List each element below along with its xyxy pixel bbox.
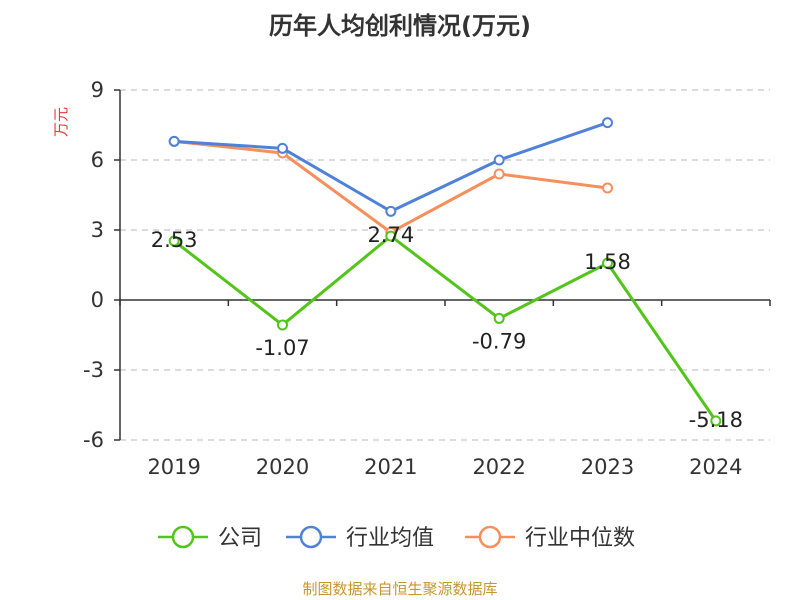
y-tick-label: 9 [91,78,104,102]
series-line [174,121,608,213]
x-tick-label: 2023 [581,455,634,479]
series-line [173,234,718,422]
y-tick-label: 3 [91,218,104,242]
data-point [602,117,613,129]
data-point [710,415,722,427]
data-label: -1.07 [255,336,309,360]
data-label: 2.74 [367,223,414,247]
y-tick-label: 0 [91,288,104,312]
legend-label: 行业中位数 [525,526,635,551]
y-tick-label: -3 [83,358,104,382]
data-point [493,312,505,324]
legend-label: 公司 [218,526,262,551]
legend-marker [171,525,195,549]
legend: 公司 行业均值 行业中位数 [158,525,635,551]
data-point [168,135,180,147]
data-point [493,168,505,180]
series-group [168,117,722,427]
data-point [493,154,505,166]
y-tick-labels: -6 -3 0 3 6 9 [83,78,104,452]
x-tick-label: 2022 [472,455,525,479]
data-label: -5.18 [689,408,743,432]
legend-label: 行业均值 [346,526,434,551]
data-source-note: 制图数据来自恒生聚源数据库 [302,580,497,598]
data-point [168,235,180,247]
x-tick-label: 2021 [364,455,417,479]
data-point [602,182,613,194]
data-point [602,257,613,269]
x-tick-label: 2019 [147,455,200,479]
data-label: -0.79 [472,329,526,353]
x-tick-labels: 2019 2020 2021 2022 2023 2024 [147,455,742,479]
y-tick-label: -6 [83,428,104,452]
grid-lines [120,89,770,441]
data-label: 1.58 [584,250,631,274]
y-tick-label: 6 [91,148,104,172]
axes [114,89,771,441]
legend-marker [478,525,502,549]
data-label: 2.53 [151,228,198,252]
legend-marker [299,525,323,549]
y-axis-label: 万元 [52,107,70,137]
data-point [385,205,397,217]
series-line [174,139,608,234]
data-point [277,319,288,331]
chart-title: 历年人均创利情况(万元) [269,12,531,40]
data-labels: 2.53 -1.07 2.74 -0.79 1.58 -5.18 [151,223,743,432]
data-point [385,230,397,242]
x-tick-label: 2024 [689,455,742,479]
data-point [277,142,288,154]
x-tick-label: 2020 [256,455,309,479]
